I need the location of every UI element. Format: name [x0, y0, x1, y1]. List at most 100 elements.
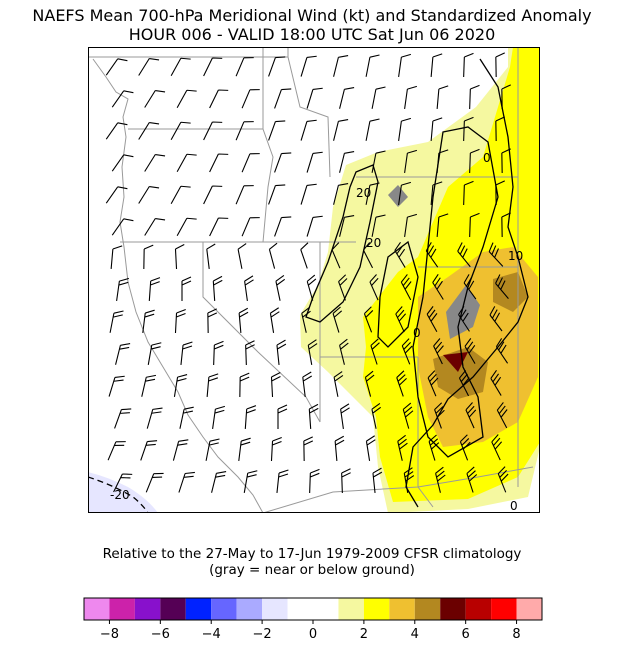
wind-barb [270, 436, 282, 462]
wind-barb [209, 217, 229, 237]
wind-barb [111, 218, 134, 236]
wind-barb [496, 402, 508, 429]
wind-barb [241, 217, 260, 237]
wind-barb [497, 466, 509, 493]
wind-barb [172, 439, 189, 461]
wind-barb [181, 276, 192, 301]
wind-barb [238, 307, 249, 334]
wind-barb [432, 274, 444, 300]
wind-barb [203, 57, 223, 77]
wind-barb [402, 402, 414, 429]
wind-barb [490, 370, 502, 396]
wind-barb [428, 434, 440, 461]
wind-barb [333, 119, 349, 141]
wind-barb [146, 407, 163, 429]
wind-barb [113, 473, 133, 493]
wind-barb [276, 339, 287, 366]
wind-barb [141, 374, 157, 397]
wind-barb [105, 122, 128, 140]
wind-barb [105, 186, 128, 204]
wind-barb [458, 306, 470, 332]
wind-barb [110, 245, 123, 270]
wind-barb [269, 307, 280, 333]
contour-20 [305, 164, 379, 323]
wind-barb [300, 119, 317, 141]
contour-label: 20 [356, 186, 371, 200]
wind-barb [142, 309, 155, 333]
wind-barb [331, 242, 341, 269]
wind-barb [459, 434, 471, 461]
wind-barb [469, 148, 480, 174]
wind-barb [339, 151, 355, 173]
wind-barb [107, 441, 126, 461]
wind-barb [495, 116, 505, 142]
wind-barb [170, 121, 191, 141]
wind-barb [495, 338, 509, 364]
wind-barb [333, 55, 349, 77]
wind-barb [145, 472, 164, 493]
wind-barb [243, 470, 258, 493]
contour-label: 0 [510, 499, 518, 513]
wind-barb [371, 150, 386, 173]
wind-barb [306, 274, 317, 301]
wind-barb [235, 121, 254, 141]
wind-barb [371, 86, 386, 109]
wind-barb [309, 468, 320, 494]
colorbar-tick-label: −2 [253, 627, 272, 642]
wind-barb [306, 151, 323, 173]
border-id-west [262, 47, 274, 243]
wind-barb [277, 404, 288, 429]
wind-barb [241, 153, 260, 173]
colorbar-box [236, 598, 263, 620]
wind-barb [339, 338, 349, 365]
wind-barb [300, 183, 317, 205]
wind-barb [332, 306, 343, 333]
wind-barb [436, 85, 449, 110]
wind-barb [207, 308, 218, 334]
wind-barb [268, 120, 286, 141]
boundaries [88, 47, 534, 513]
near-ground-patch-south [446, 285, 480, 339]
wind-barb [430, 117, 443, 142]
wind-barb [274, 152, 292, 173]
wind-barb [398, 181, 412, 205]
contour-label: 20 [366, 236, 381, 250]
wind-barb [170, 57, 191, 77]
colorbar-box [338, 598, 364, 620]
wind-barb [495, 52, 505, 78]
wind-barb [235, 185, 254, 205]
colorbar-box [185, 598, 212, 620]
wind-barb [238, 437, 251, 461]
contour-label: 10 [508, 249, 523, 263]
wind-barb [457, 242, 471, 268]
wind-barb [140, 440, 158, 461]
wind-barb [116, 277, 130, 301]
colorbar-box [465, 598, 492, 620]
wind-barb [400, 274, 412, 301]
colorbar-tick-label: −8 [100, 627, 119, 642]
wind-barb [466, 466, 478, 493]
wind-barb [340, 403, 350, 429]
wind-barb [334, 435, 345, 462]
wind-barb [244, 275, 254, 301]
border-mexico [262, 466, 534, 513]
wind-barb [111, 154, 134, 172]
wind-barb [174, 308, 186, 334]
wind-barb [463, 116, 474, 142]
wind-barb [300, 55, 317, 77]
wind-barb [109, 310, 124, 333]
wind-barb [138, 185, 160, 204]
contour-labels: 20 -20 0 0 0 10 20 [110, 151, 523, 513]
colorbar-box [134, 598, 161, 620]
wind-barb [365, 435, 376, 461]
wind-barb [425, 242, 439, 268]
wind-barb [209, 89, 229, 109]
wind-barb [395, 306, 407, 333]
chart-subtitle: HOUR 006 - VALID 18:00 UTC Sat Jun 06 20… [128, 25, 496, 44]
wind-barb [176, 217, 197, 237]
wind-barb [372, 467, 383, 494]
wind-barb [178, 471, 195, 493]
wind-barb [339, 215, 355, 237]
wind-barb [235, 57, 254, 77]
contour-label: 0 [483, 151, 491, 165]
